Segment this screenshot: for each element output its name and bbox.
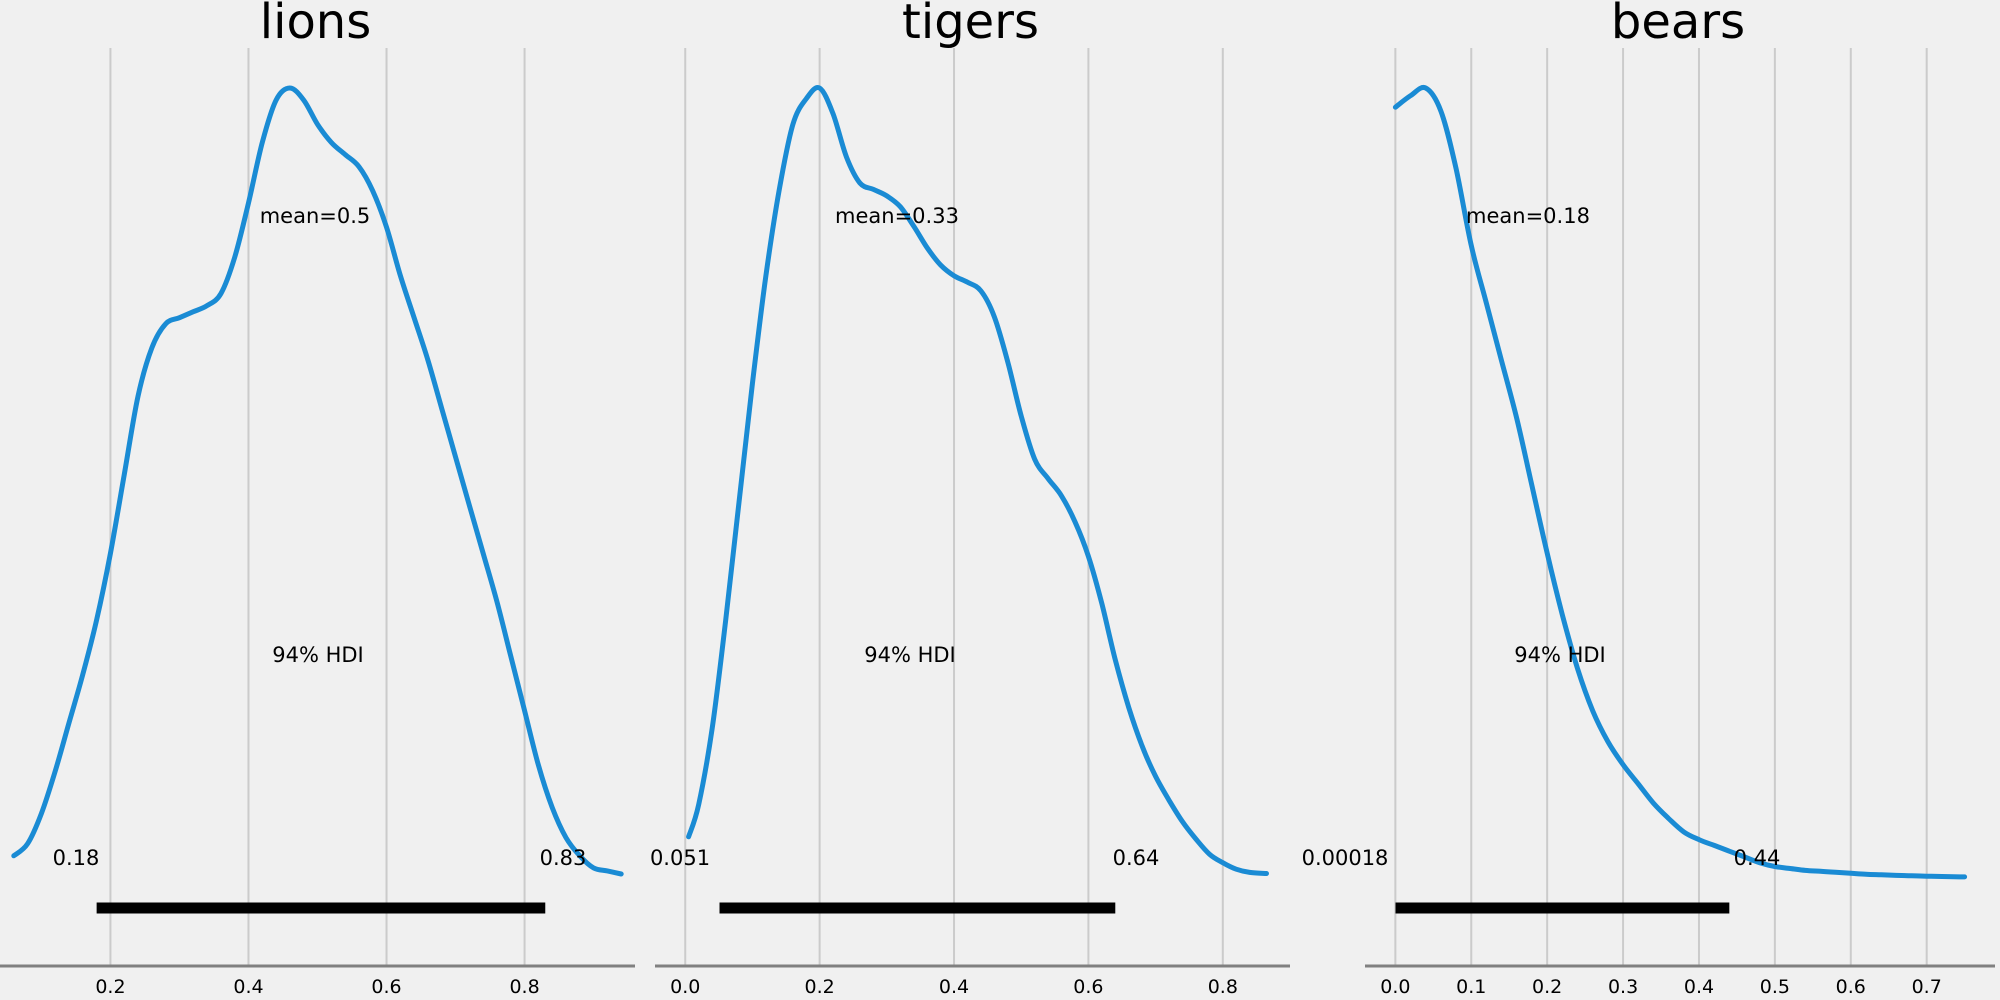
x-tick-label: 0.6 (1073, 976, 1103, 998)
subplot-lions: 0.2 0.4 0.6 0.8 lions mean=0.5 94% HDI 0.18… (0, 0, 635, 998)
x-tick-label: 0.1 (1456, 976, 1486, 998)
mean-label: mean=0.33 (835, 204, 959, 228)
x-tick-label: 0.3 (1608, 976, 1638, 998)
x-tick-label: 0.0 (670, 976, 700, 998)
x-tick-label: 0.8 (509, 976, 539, 998)
x-tick-label: 0.6 (1836, 976, 1866, 998)
hdi-label: 94% HDI (864, 643, 956, 667)
hdi-high-label: 0.64 (1113, 846, 1160, 870)
x-tick-label: 0.5 (1760, 976, 1790, 998)
grid-lines (684, 48, 1224, 966)
x-tick-label: 0.4 (1684, 976, 1714, 998)
x-tick-label: 0.4 (233, 976, 263, 998)
x-tick-labels: 0.0 0.1 0.2 0.3 0.4 0.5 0.6 0.7 (1380, 976, 1942, 998)
density-curve (686, 85, 1269, 876)
hdi-label: 94% HDI (1514, 643, 1606, 667)
subplot-tigers: 0.0 0.2 0.4 0.6 0.8 tigers mean=0.33 94% HDI… (650, 0, 1290, 998)
x-tick-label: 0.7 (1912, 976, 1942, 998)
x-tick-label: 0.2 (805, 976, 835, 998)
mean-label: mean=0.18 (1466, 204, 1590, 228)
grid-lines (1394, 48, 1928, 966)
subplot-bears: 0.0 0.1 0.2 0.3 0.4 0.5 0.6 0.7 bears mean=0.18… (1302, 0, 1995, 998)
subplot-title: bears (1611, 0, 1745, 50)
x-tick-label: 0.2 (95, 976, 125, 998)
hdi-high-label: 0.44 (1734, 846, 1781, 870)
x-tick-labels: 0.0 0.2 0.4 0.6 0.8 (670, 976, 1238, 998)
mean-label: mean=0.5 (260, 204, 371, 228)
hdi-low-label: 0.18 (53, 846, 100, 870)
x-tick-label: 0.8 (1208, 976, 1238, 998)
hdi-high-label: 0.83 (540, 846, 587, 870)
x-tick-label: 0.4 (939, 976, 969, 998)
x-tick-label: 0.0 (1380, 976, 1410, 998)
hdi-low-label: 0.051 (650, 846, 710, 870)
density-curve (1392, 84, 1968, 880)
x-tick-label: 0.6 (371, 976, 401, 998)
subplot-title: lions (260, 0, 371, 50)
x-tick-labels: 0.2 0.4 0.6 0.8 (95, 976, 539, 998)
subplot-title: tigers (902, 0, 1039, 50)
x-tick-label: 0.2 (1532, 976, 1562, 998)
hdi-low-label: 0.00018 (1302, 846, 1389, 870)
hdi-label: 94% HDI (272, 643, 364, 667)
density-curve (11, 85, 624, 877)
